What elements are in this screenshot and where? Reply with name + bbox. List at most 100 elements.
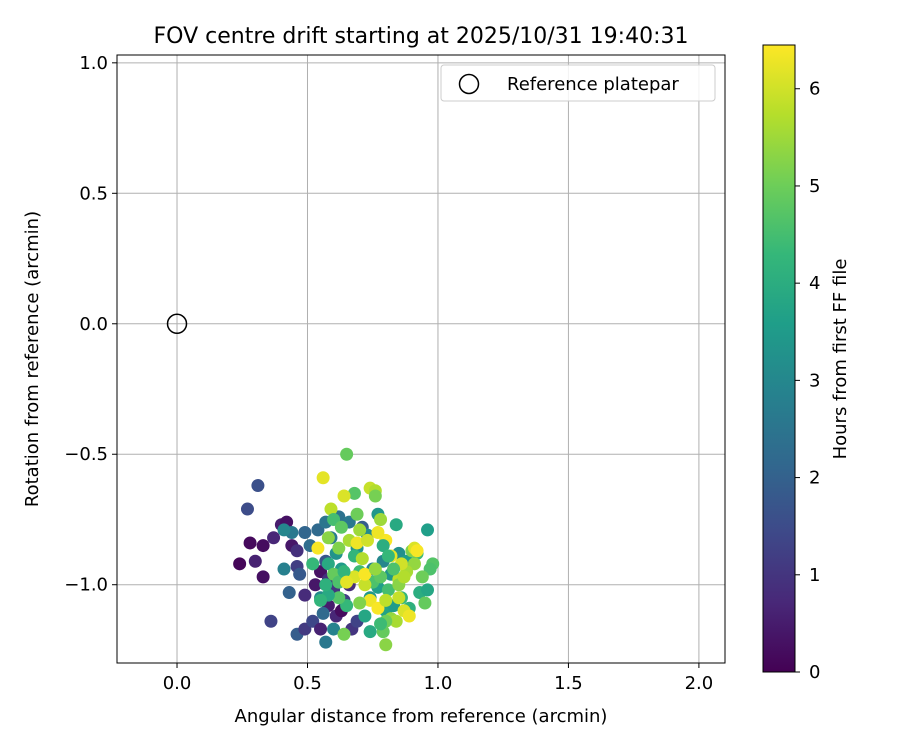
- data-point: [308, 578, 322, 592]
- data-point: [340, 447, 354, 461]
- data-point: [290, 544, 304, 558]
- colorbar: 0 1 2 3 4 5 6 Hours from first FF file: [762, 44, 851, 683]
- data-point: [337, 489, 351, 503]
- data-point: [251, 479, 265, 493]
- x-tick-label: 1.0: [424, 673, 453, 694]
- y-tick-marks: −1.0 −0.5 0.0 0.5 1.0: [64, 53, 117, 596]
- data-point: [358, 578, 372, 592]
- data-point: [248, 554, 262, 568]
- colorbar-tick-label: 5: [809, 176, 820, 197]
- data-point: [355, 552, 369, 566]
- data-point: [277, 562, 291, 576]
- data-point: [421, 523, 435, 537]
- data-point: [298, 588, 312, 602]
- data-point: [314, 593, 328, 607]
- data-point: [363, 625, 377, 639]
- data-point: [306, 557, 320, 571]
- colorbar-label: Hours from first FF file: [830, 259, 851, 460]
- data-point: [389, 518, 403, 532]
- data-point: [319, 635, 333, 649]
- legend-marker: [458, 73, 480, 95]
- data-point: [311, 541, 325, 555]
- data-point: [337, 627, 351, 641]
- data-point: [397, 570, 411, 584]
- data-point: [314, 622, 328, 636]
- data-point: [277, 523, 291, 537]
- data-point: [347, 486, 361, 500]
- data-point: [319, 578, 333, 592]
- chart-title: FOV centre drift starting at 2025/10/31 …: [154, 24, 689, 49]
- data-point: [350, 536, 364, 550]
- data-point: [327, 622, 341, 636]
- colorbar-frame: [762, 44, 796, 673]
- data-point: [415, 570, 429, 584]
- data-point: [387, 562, 401, 576]
- data-point: [233, 557, 247, 571]
- colorbar-tick-label: 3: [809, 370, 820, 391]
- data-point: [421, 583, 435, 597]
- data-point: [332, 591, 346, 605]
- data-point: [243, 536, 257, 550]
- x-tick-marks: 0.0 0.5 1.0 1.5 2.0: [163, 663, 714, 694]
- data-point: [353, 596, 367, 610]
- data-point: [350, 507, 364, 521]
- data-point: [402, 609, 416, 623]
- data-point: [418, 596, 432, 610]
- data-point: [264, 614, 278, 628]
- data-point: [371, 526, 385, 540]
- reference-platepar-marker: [166, 313, 188, 335]
- y-tick-label: −0.5: [64, 444, 108, 465]
- colorbar-tick-label: 0: [809, 662, 820, 683]
- data-point: [316, 471, 330, 485]
- x-tick-label: 2.0: [685, 673, 714, 694]
- x-tick-label: 0.5: [293, 673, 322, 694]
- colorbar-gradient: [763, 45, 795, 672]
- data-point: [368, 562, 382, 576]
- data-points: [233, 447, 440, 652]
- data-point: [410, 544, 424, 558]
- data-point: [321, 557, 335, 571]
- data-point: [316, 606, 330, 620]
- colorbar-ticks: 0 1 2 3 4 5 6: [795, 79, 820, 683]
- x-tick-label: 1.5: [554, 673, 583, 694]
- data-point: [353, 523, 367, 537]
- data-point: [334, 520, 348, 534]
- colorbar-tick-label: 6: [809, 79, 820, 100]
- data-point: [340, 575, 354, 589]
- data-point: [298, 526, 312, 540]
- data-point: [358, 609, 372, 623]
- legend: Reference platepar: [440, 64, 716, 102]
- colorbar-tick-label: 1: [809, 565, 820, 586]
- x-tick-label: 0.0: [163, 673, 192, 694]
- data-point: [374, 617, 388, 631]
- data-point: [379, 638, 393, 652]
- data-point: [392, 591, 406, 605]
- data-point: [267, 531, 281, 545]
- data-point: [321, 531, 335, 545]
- data-point: [332, 541, 346, 555]
- data-point: [376, 539, 390, 553]
- data-point: [368, 489, 382, 503]
- data-point: [379, 593, 393, 607]
- data-point: [324, 502, 338, 516]
- data-point: [337, 565, 351, 579]
- y-tick-label: 1.0: [79, 53, 108, 74]
- data-point: [361, 533, 375, 547]
- legend-box: [440, 64, 716, 102]
- data-point: [293, 567, 307, 581]
- data-point: [381, 583, 395, 597]
- data-point: [282, 586, 296, 600]
- grid-lines: [117, 55, 725, 663]
- y-tick-label: 0.5: [79, 183, 108, 204]
- plot-frame: [116, 54, 726, 664]
- data-point: [256, 539, 270, 553]
- legend-label: Reference platepar: [507, 74, 679, 95]
- data-point: [256, 570, 270, 584]
- data-point: [381, 549, 395, 563]
- data-point: [358, 567, 372, 581]
- colorbar-tick-label: 4: [809, 273, 820, 294]
- y-tick-label: 0.0: [79, 314, 108, 335]
- x-axis-label: Angular distance from reference (arcmin): [235, 706, 608, 727]
- y-axis-label: Rotation from reference (arcmin): [22, 211, 43, 507]
